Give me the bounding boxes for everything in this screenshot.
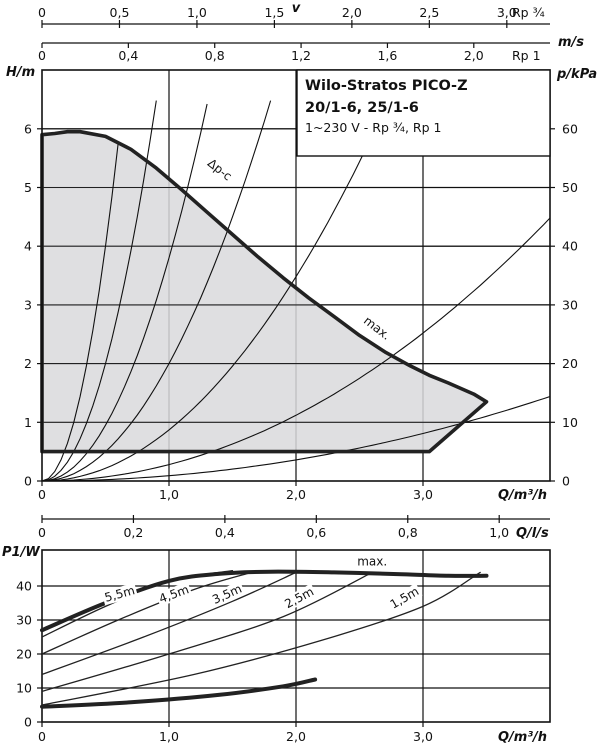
power-curve-label-0: max. (357, 555, 387, 569)
head-envelope-outline (40, 129, 489, 454)
velocity-axis-title: v (292, 1, 301, 16)
head-ytick-4: 4 (24, 239, 32, 254)
head-xtick-1: 1,0 (159, 487, 179, 502)
velocity-pipe-rp34: Rp ¾ (512, 5, 545, 20)
flow-ls-tick-4: 0,8 (398, 525, 418, 540)
power-series-2 (41, 571, 253, 655)
velocity-unit: m/s (558, 35, 584, 50)
power-label-bg-2 (155, 581, 193, 607)
chart-title-line-1: Wilo-Stratos PICO-Z (305, 78, 468, 94)
velocity-rp1-tick-3: 1,2 (291, 48, 311, 63)
head-y2tick-0: 0 (562, 474, 570, 489)
power-ytick-4: 40 (16, 579, 32, 594)
power-xtick-3: 3,0 (413, 729, 433, 744)
head-xtick-2: 2,0 (286, 487, 306, 502)
flow-ls-tick-0: 0 (38, 525, 46, 540)
head-xlabel: Q/m³/h (498, 488, 547, 503)
velocity-rp34-tick-3: 1,5 (264, 5, 284, 20)
head-envelope-fill (42, 131, 487, 452)
power-xtick-1: 1,0 (159, 729, 179, 744)
head-y2tick-2: 20 (562, 356, 578, 371)
flow-ls-tick-5: 1,0 (489, 525, 509, 540)
head-y2tick-4: 40 (562, 239, 578, 254)
velocity-rp1-tick-2: 0,8 (205, 48, 225, 63)
power-ytick-2: 20 (16, 647, 32, 662)
power-label-bg-5 (386, 583, 423, 613)
system-curve-1 (42, 100, 157, 481)
power-ytick-1: 10 (16, 681, 32, 696)
power-xtick-0: 0 (38, 729, 46, 744)
power-ytick-0: 0 (24, 715, 32, 730)
power-curve-label-5: 1,5m (388, 584, 422, 612)
head-ytick-1: 1 (24, 415, 32, 430)
velocity-rp1-tick-4: 1,6 (377, 48, 397, 63)
power-ylabel: P1/W (2, 545, 40, 560)
head-annotation-0: Δp-c (205, 156, 235, 184)
head-y2tick-5: 50 (562, 180, 578, 195)
velocity-rp34-tick-0: 0 (38, 5, 46, 20)
head-y2tick-3: 30 (562, 297, 578, 312)
head-ytick-0: 0 (24, 474, 32, 489)
chart-subtitle: 1~230 V - Rp ¾, Rp 1 (305, 120, 441, 135)
power-xlabel: Q/m³/h (498, 730, 547, 745)
head-y2label: p/kPa (556, 67, 597, 82)
power-label-bg-3 (208, 580, 246, 608)
head-ytick-2: 2 (24, 356, 32, 371)
power-curve-label-4: 2,5m (282, 584, 316, 611)
head-ytick-3: 3 (24, 297, 32, 312)
power-series-1 (41, 570, 234, 638)
power-label-bg-4 (280, 583, 318, 612)
power-xtick-2: 2,0 (286, 729, 306, 744)
power-series-4 (41, 571, 373, 693)
power-series-6 (40, 677, 318, 709)
power-series-5 (41, 571, 481, 706)
head-xtick-3: 3,0 (413, 487, 433, 502)
chart-title-line-2: 20/1-6, 25/1-6 (305, 100, 419, 116)
velocity-rp1-tick-5: 2,0 (464, 48, 484, 63)
velocity-rp34-tick-6: 3,0 (497, 5, 517, 20)
velocity-rp34-tick-1: 0,5 (110, 5, 130, 20)
velocity-rp34-tick-5: 2,5 (419, 5, 439, 20)
head-y2tick-6: 60 (562, 121, 578, 136)
head-ytick-5: 5 (24, 180, 32, 195)
system-curve-3 (42, 100, 272, 481)
head-ylabel: H/m (6, 65, 35, 80)
head-ytick-6: 6 (24, 121, 32, 136)
system-curve-2 (42, 103, 208, 481)
velocity-rp1-tick-1: 0,4 (118, 48, 138, 63)
velocity-pipe-rp1: Rp 1 (512, 48, 541, 63)
head-xtick-0: 0 (38, 487, 46, 502)
title-box (296, 69, 551, 157)
system-curve-0 (42, 142, 119, 481)
head-y2tick-1: 10 (562, 415, 578, 430)
flow-ls-tick-3: 0,6 (306, 525, 326, 540)
power-series-3 (41, 571, 297, 676)
flow-ls-tick-1: 0,2 (123, 525, 143, 540)
power-ytick-3: 30 (16, 613, 32, 628)
system-curve-4 (42, 108, 386, 481)
flow-ls-tick-2: 0,4 (215, 525, 235, 540)
power-label-bg-1 (101, 582, 138, 606)
velocity-rp1-tick-0: 0 (38, 48, 46, 63)
velocity-rp34-tick-4: 2,0 (342, 5, 362, 20)
system-curve-5 (42, 217, 550, 481)
velocity-rp34-tick-2: 1,0 (187, 5, 207, 20)
flow-ls-unit: Q/l/s (516, 526, 549, 541)
